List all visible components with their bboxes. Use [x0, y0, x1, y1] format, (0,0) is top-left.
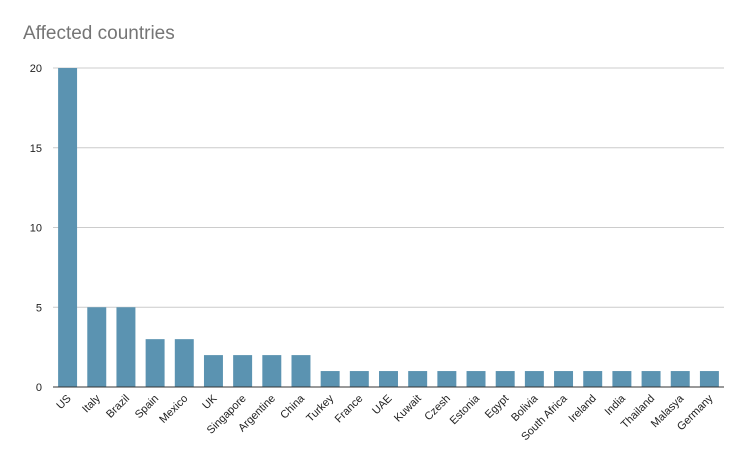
bar-8: [291, 355, 311, 387]
bar-11: [379, 371, 398, 387]
bar-2: [116, 307, 136, 387]
bar-22: [699, 371, 719, 387]
y-tick-label: 20: [30, 63, 42, 75]
x-tick-label: France: [333, 393, 366, 426]
x-tick-label: Ireland: [567, 393, 599, 425]
x-tick-label: UAE: [370, 393, 394, 417]
x-tick-label: Turkey: [304, 392, 336, 424]
x-tick-label: India: [603, 392, 629, 418]
x-tick-label: Egypt: [483, 393, 511, 421]
bar-18: [583, 371, 603, 387]
bar-13: [437, 371, 457, 387]
bar-19: [612, 371, 632, 387]
y-tick-label: 0: [36, 382, 42, 394]
bar-3: [145, 339, 165, 387]
bar-1: [87, 307, 107, 387]
bar-6: [233, 355, 253, 387]
x-tick-label: China: [278, 392, 307, 421]
y-tick-label: 15: [30, 143, 42, 155]
bar-4: [174, 339, 194, 387]
bar-0: [58, 68, 78, 387]
bar-7: [262, 355, 282, 387]
y-tick-label: 5: [36, 302, 42, 314]
x-tick-label: US: [54, 393, 73, 412]
x-tick-label: UK: [200, 392, 220, 412]
x-tick-label: Mexico: [157, 393, 190, 426]
bar-14: [466, 371, 486, 387]
bar-20: [641, 371, 661, 387]
bar-17: [554, 371, 574, 387]
y-tick-label: 10: [30, 223, 42, 235]
x-tick-label: Brazil: [104, 393, 132, 421]
bar-9: [320, 371, 340, 387]
bar-5: [203, 355, 223, 387]
bar-15: [495, 371, 515, 387]
x-tick-label: Kuwait: [392, 393, 424, 425]
bar-10: [349, 371, 369, 387]
bar-12: [408, 371, 428, 387]
x-tick-label: Estonia: [448, 392, 483, 427]
chart-title: Affected countries: [23, 23, 175, 44]
bar-16: [524, 371, 544, 387]
x-tick-label: Italy: [80, 392, 103, 415]
bar-21: [670, 371, 690, 387]
